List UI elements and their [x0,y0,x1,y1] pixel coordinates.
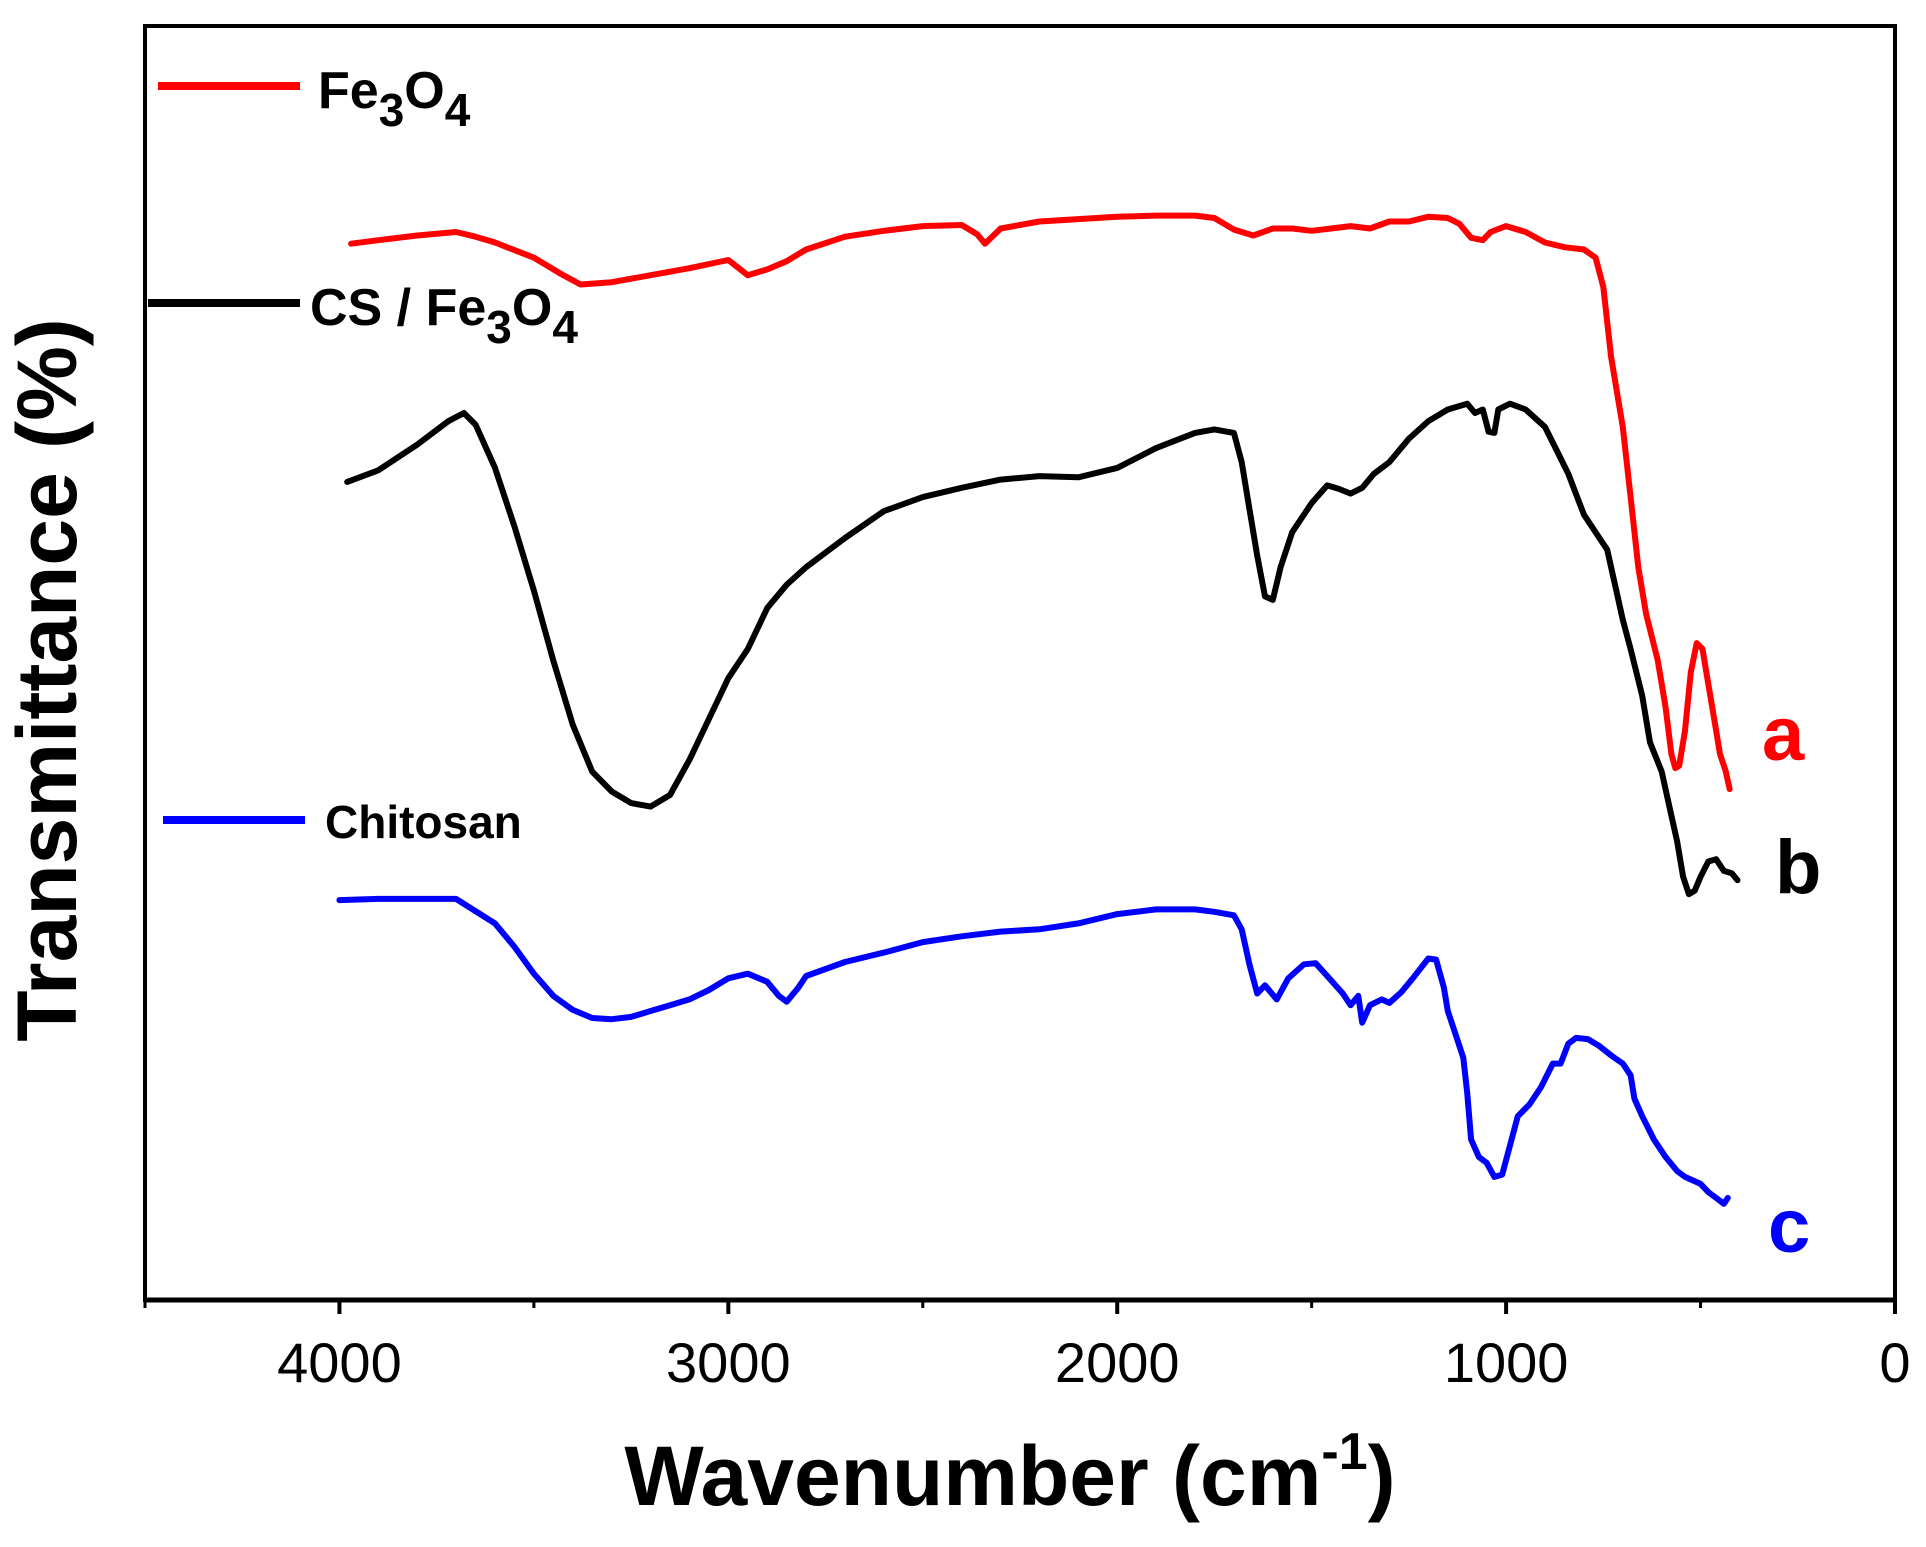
x-tick-label: 1000 [1444,1331,1569,1394]
legend-label-cs-fe3o4: CS / Fe3O4 [310,279,578,353]
x-tick-labels: 4000 3000 2000 1000 0 [277,1331,1910,1394]
legend: Fe3O4 CS / Fe3O4 Chitosan [148,62,578,848]
x-tick-label: 3000 [666,1331,791,1394]
x-tick-label: 4000 [277,1331,402,1394]
legend-label-fe3o4: Fe3O4 [318,62,471,136]
x-tick-label: 0 [1879,1331,1910,1394]
series-line-cs-fe3o4 [344,400,1741,898]
x-ticks [143,1300,1897,1314]
series-tag-a: a [1762,692,1805,777]
y-axis-title: Transmittance (%) [0,318,94,1042]
series-line-chitosan [336,895,1731,1207]
legend-label-chitosan: Chitosan [325,796,522,848]
series-tag-c: c [1768,1184,1810,1269]
series-tag-b: b [1775,825,1821,910]
series-line-fe3o4 [348,212,1733,793]
series-lines [336,212,1741,1207]
x-axis-title: Wavenumber (cm-1) [624,1423,1395,1523]
x-tick-label: 2000 [1055,1331,1180,1394]
